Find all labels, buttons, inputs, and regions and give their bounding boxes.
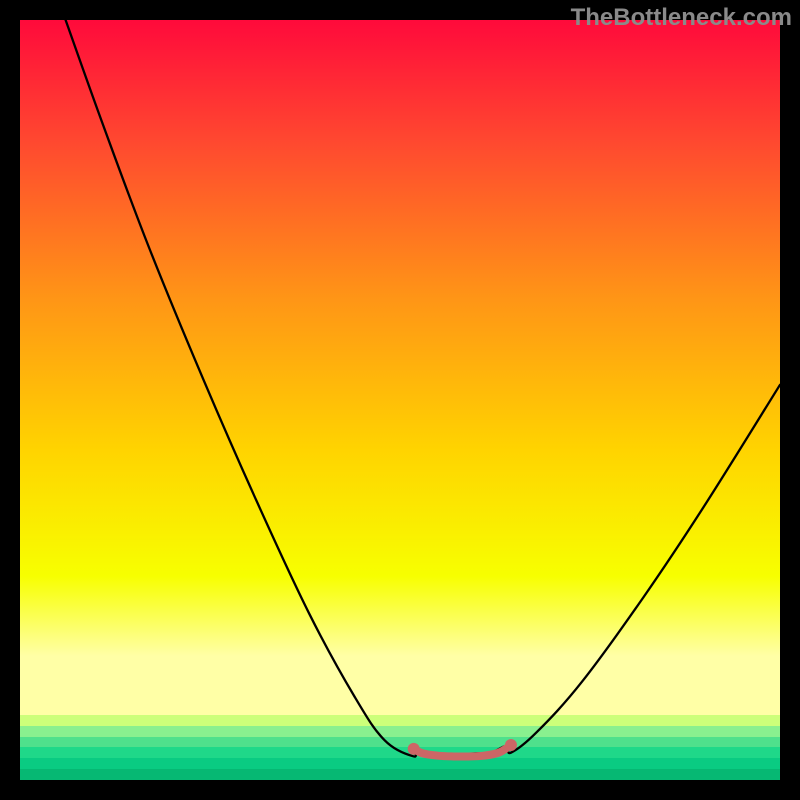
curve-layer	[20, 20, 780, 780]
watermark-text: TheBottleneck.com	[571, 4, 792, 32]
plot-area	[20, 20, 780, 780]
valley-endpoint-right	[505, 739, 517, 751]
valley-endpoint-left	[408, 743, 420, 755]
valley-marker	[414, 745, 511, 757]
chart-root: TheBottleneck.com	[0, 0, 800, 800]
bottleneck-curve	[66, 20, 780, 757]
